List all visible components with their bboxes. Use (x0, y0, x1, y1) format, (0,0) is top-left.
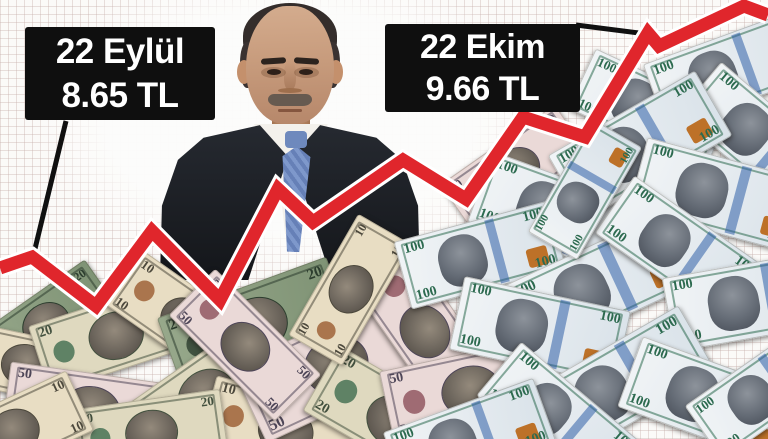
denomination-number: 20 (199, 392, 215, 410)
annotation-date: 22 Eylül (55, 31, 185, 71)
denomination-number: 100 (414, 283, 439, 304)
annotation-value: 8.65 TL (61, 75, 179, 115)
annotation-date: 22 Ekim (419, 28, 546, 66)
annotation-value: 9.66 TL (425, 70, 540, 108)
annotation-box-left: 22 Eylül 8.65 TL (25, 27, 215, 120)
denomination-number: 50 (16, 365, 33, 383)
denomination-number: 100 (458, 331, 482, 351)
annotation-box-right: 22 Ekim 9.66 TL (385, 24, 580, 112)
denomination-number: 50 (388, 369, 405, 388)
